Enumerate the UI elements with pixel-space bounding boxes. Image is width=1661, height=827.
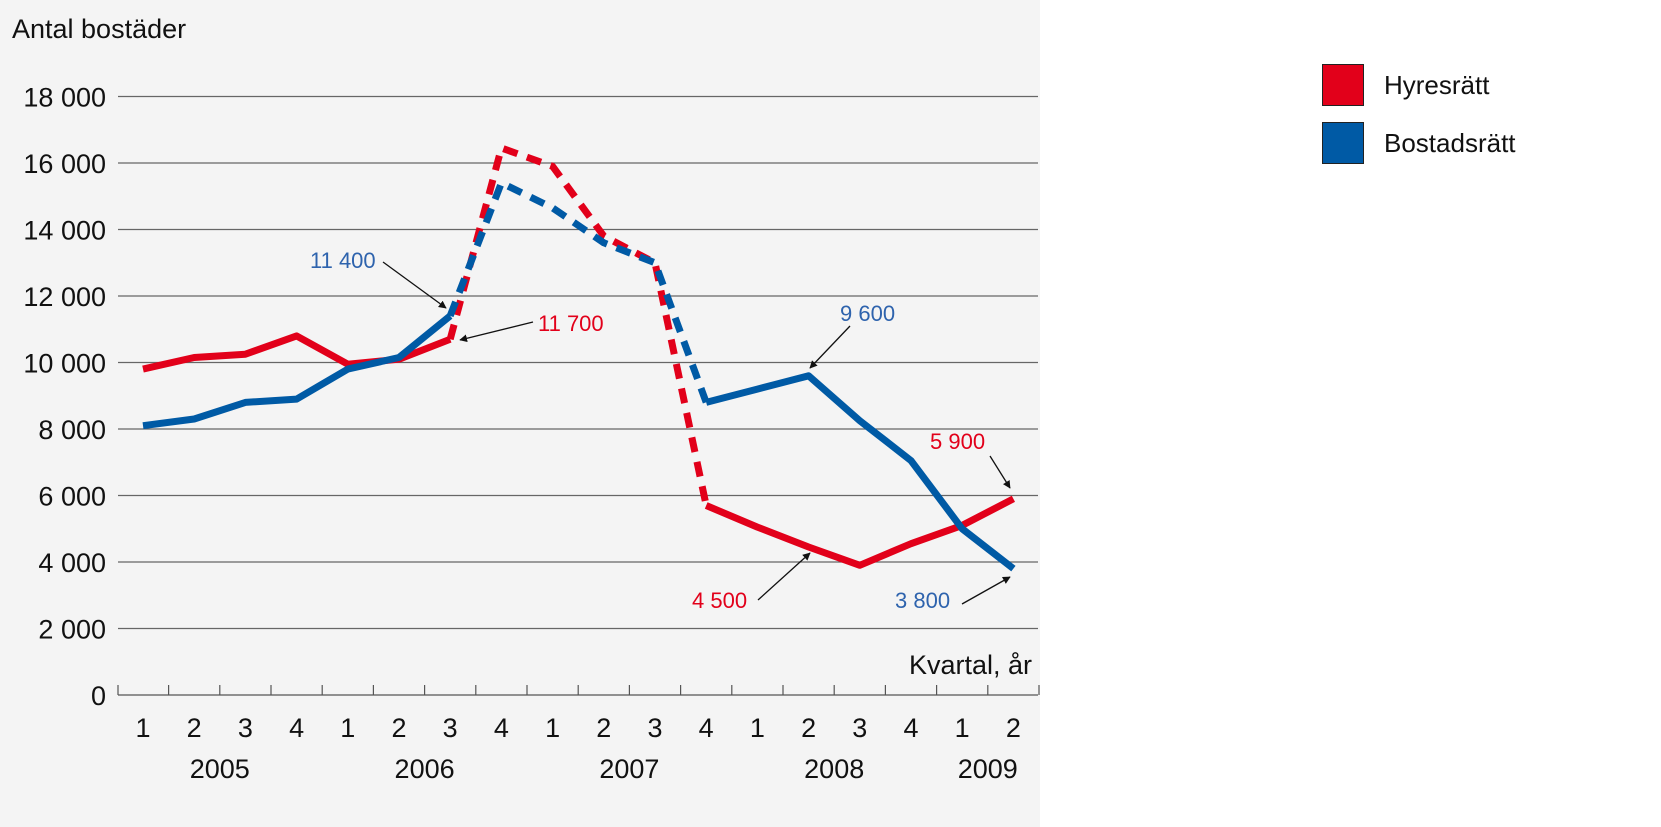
x-tick-label-quarter: 3 [443, 713, 458, 743]
x-tick-label-quarter: 2 [391, 713, 406, 743]
x-tick-label-quarter: 2 [801, 713, 816, 743]
x-tick-label-quarter: 1 [955, 713, 970, 743]
x-tick-label-quarter: 1 [135, 713, 150, 743]
plot-panel [0, 0, 1040, 827]
annotation-arrow [382, 261, 447, 309]
annotation-arrow [989, 455, 1011, 489]
data-label: 3 800 [895, 588, 950, 613]
x-tick-label-quarter: 4 [289, 713, 304, 743]
y-tick-label: 18 000 [23, 83, 106, 113]
y-tick-label: 16 000 [23, 149, 106, 179]
y-tick-label: 14 000 [23, 216, 106, 246]
legend-swatch-hyresratt [1322, 64, 1364, 106]
series-bostadsratt-line-dashed [446, 179, 710, 404]
legend-label-bostadsratt: Bostadsrätt [1384, 127, 1516, 158]
x-axis-label: Kvartal, år [909, 650, 1032, 680]
x-tick-label-quarter: 1 [340, 713, 355, 743]
y-tick-label: 8 000 [38, 415, 106, 445]
x-tick-label-quarter: 4 [903, 713, 918, 743]
y-tick-label: 2 000 [38, 615, 106, 645]
x-tick-label-quarter: 1 [545, 713, 560, 743]
x-tick-label-quarter: 2 [187, 713, 202, 743]
annotation-arrow [809, 325, 851, 369]
y-tick-label: 12 000 [23, 282, 106, 312]
x-tick-label-quarter: 2 [596, 713, 611, 743]
data-label: 9 600 [840, 301, 895, 326]
y-tick-label: 0 [91, 681, 106, 711]
y-axis-label: Antal bostäder [12, 14, 186, 44]
legend-label-hyresratt: Hyresrätt [1384, 69, 1490, 100]
series-bostadsratt-line-solid [142, 313, 453, 430]
x-tick-label-quarter: 3 [238, 713, 253, 743]
legend-item-hyresratt: Hyresrätt [1322, 56, 1516, 114]
x-tick-label-quarter: 3 [647, 713, 662, 743]
x-tick-label-quarter: 2 [1006, 713, 1021, 743]
annotation-arrow [459, 321, 534, 343]
legend: Hyresrätt Bostadsrätt [1322, 56, 1516, 172]
data-label: 5 900 [930, 429, 985, 454]
x-tick-label-year: 2007 [599, 754, 659, 784]
y-tick-label: 4 000 [38, 548, 106, 578]
annotation-arrow [757, 552, 811, 601]
line-chart: Antal bostäder 0 2 000 4 000 6 000 8 000 10 00… [12, 14, 1040, 784]
annotation-arrow [961, 576, 1011, 605]
data-label: 11 400 [310, 248, 376, 273]
data-label: 4 500 [692, 588, 747, 613]
x-tick-label-year: 2008 [804, 754, 864, 784]
y-tick-label: 6 000 [38, 482, 106, 512]
x-tick-label-year: 2009 [958, 754, 1018, 784]
x-tick-label-year: 2006 [395, 754, 455, 784]
y-tick-label: 10 000 [23, 349, 106, 379]
legend-item-bostadsratt: Bostadsrätt [1322, 114, 1516, 172]
series-hyresratt-line-dashed [446, 144, 710, 507]
x-tick-label-year: 2005 [190, 754, 250, 784]
x-tick-label-quarter: 1 [750, 713, 765, 743]
data-label: 11 700 [538, 311, 604, 336]
legend-swatch-bostadsratt [1322, 122, 1364, 164]
series-bostadsratt-line-solid [705, 372, 1016, 572]
x-tick-label-quarter: 4 [699, 713, 714, 743]
x-tick-label-quarter: 3 [852, 713, 867, 743]
x-tick-label-quarter: 4 [494, 713, 509, 743]
